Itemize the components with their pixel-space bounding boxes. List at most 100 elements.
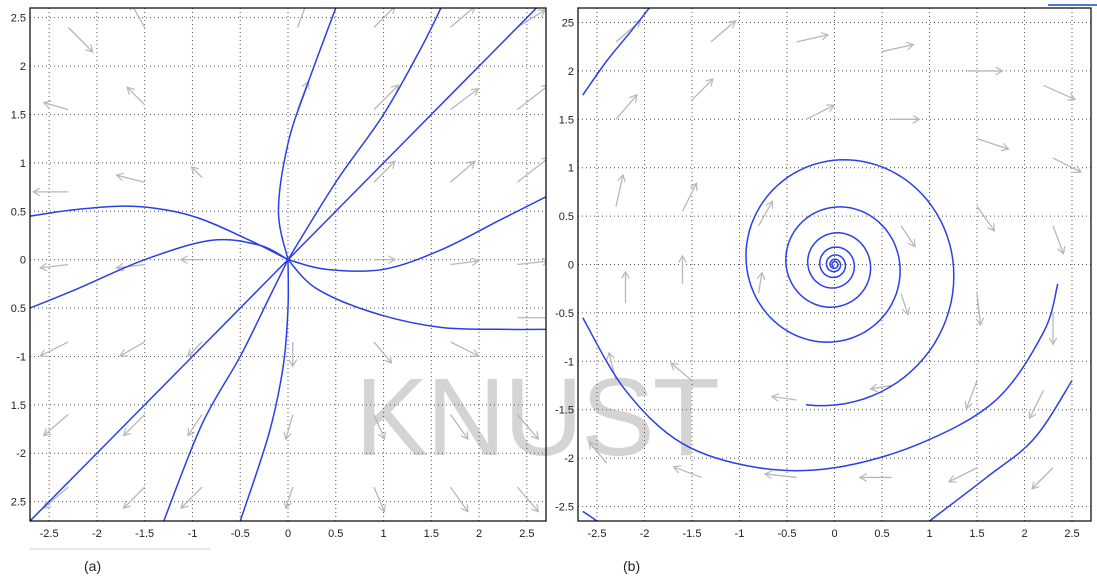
x-tick-label: -1 — [735, 528, 745, 540]
x-tick-label: -1.5 — [683, 528, 702, 540]
vector-arrow — [450, 161, 475, 183]
vector-arrow — [286, 486, 294, 508]
vector-arrow — [117, 265, 145, 269]
vector-arrow — [286, 414, 294, 440]
x-tick-label: 2 — [476, 528, 482, 540]
trajectory-line — [287, 259, 546, 331]
vector-arrow — [615, 95, 637, 120]
vector-arrow — [127, 87, 146, 106]
trajectory-line — [163, 259, 289, 521]
y-tick-label: 0.5 — [11, 303, 26, 315]
vector-arrow — [796, 35, 829, 43]
vector-arrow — [40, 265, 69, 269]
vector-arrow — [1032, 467, 1054, 489]
vector-arrow — [450, 8, 475, 28]
vector-arrow — [759, 273, 763, 294]
vector-arrow — [124, 486, 146, 508]
x-tick-label: 0.5 — [874, 528, 889, 540]
vector-arrow — [881, 45, 914, 53]
trajectory-line — [30, 238, 289, 309]
panel-a-plot: -2.5 -2 -1.5 -1 -0.5 0 0.5 1 1.5 2 2.5 2.5 2 1.5 1 0.5 0… — [11, 7, 547, 540]
vector-arrow — [967, 380, 978, 409]
x-tick-label: -1 — [188, 528, 198, 540]
vector-arrow — [450, 261, 478, 265]
trajectory-line — [582, 510, 598, 521]
y-tick-label: 0.5 — [559, 211, 574, 223]
plot-frame — [577, 7, 1092, 522]
y-tick-label: -2.5 — [555, 501, 574, 513]
watermark-text: KNUST — [355, 356, 718, 479]
y-tick-label: 0 — [568, 260, 574, 272]
vector-arrow — [1052, 157, 1081, 172]
trajectory-line — [30, 205, 289, 261]
y-tick-label: 1 — [568, 163, 574, 175]
vector-arrow — [516, 486, 538, 512]
vector-arrow — [373, 8, 395, 28]
y-tick-label: -2 — [564, 453, 574, 465]
x-tick-label: 2.5 — [1064, 528, 1079, 540]
vector-arrow — [949, 467, 978, 482]
y-tick-label: 25 — [562, 18, 574, 30]
spiral-trajectory — [745, 159, 955, 407]
y-tick-label: 1.5 — [559, 114, 574, 126]
vector-arrow — [117, 175, 145, 183]
x-tick-label: 1.5 — [424, 528, 439, 540]
panel-a-label: (a) — [84, 558, 102, 574]
y-tick-label: -0.5 — [555, 308, 574, 320]
vector-arrow — [589, 442, 607, 464]
vector-arrow — [805, 105, 834, 120]
trajectory-line — [287, 8, 442, 261]
trajectory-line — [277, 8, 337, 260]
x-tick-label: 1.5 — [969, 528, 984, 540]
vector-arrow — [900, 225, 915, 247]
vector-arrow — [871, 385, 892, 389]
x-tick-label: 2 — [1021, 528, 1027, 540]
y-tick-label: 0 — [20, 255, 26, 267]
vector-arrow — [373, 414, 385, 440]
x-tick-label: -0.5 — [231, 528, 250, 540]
vector-arrow — [373, 85, 399, 111]
x-tick-label: 1 — [380, 528, 386, 540]
y-tick-label: 2.5 — [11, 497, 26, 509]
vector-arrow — [44, 486, 69, 508]
x-tick-label: 0 — [831, 528, 837, 540]
vector-arrow — [976, 138, 1009, 150]
vector-arrow — [181, 486, 203, 508]
y-tick-label: 2 — [20, 61, 26, 73]
vector-arrow — [516, 10, 545, 28]
trajectory-line — [287, 8, 537, 261]
x-tick-label: 1 — [926, 528, 932, 540]
vector-arrow — [296, 8, 306, 28]
trajectory-line — [287, 196, 546, 272]
x-tick-label: 2.5 — [519, 528, 534, 540]
x-tick-label: 0 — [285, 528, 291, 540]
vector-arrow — [131, 8, 146, 28]
x-tick-label: -2.5 — [40, 528, 59, 540]
vector-arrow — [44, 414, 69, 436]
vector-arrow — [449, 414, 468, 440]
trajectory-line — [239, 259, 290, 521]
vector-arrow — [757, 201, 773, 227]
x-tick-label: -2.5 — [588, 528, 607, 540]
plot-frame — [29, 7, 547, 522]
vector-arrow — [517, 261, 546, 265]
vector-arrow — [976, 206, 995, 231]
x-tick-label: -2 — [640, 528, 650, 540]
vector-arrow — [373, 341, 392, 363]
vector-arrow — [120, 341, 145, 356]
vector-arrow — [1043, 84, 1076, 99]
y-tick-label: 1 — [20, 158, 26, 170]
y-tick-label: -1 — [564, 356, 574, 368]
vector-arrow — [192, 167, 203, 178]
trajectory-line — [582, 8, 650, 96]
vector-arrow — [681, 183, 697, 212]
vector-arrow — [516, 414, 538, 440]
panel-b-plot: -2.5 -2 -1.5 -1 -0.5 0 0.5 1 1.5 2 2.5 25 2 1.5 1 0.5 0 -… — [555, 7, 1092, 540]
vector-arrow — [124, 414, 146, 436]
vector-arrow — [710, 21, 736, 43]
y-tick-label: 2.5 — [11, 13, 26, 25]
y-tick-label: 0.5 — [11, 206, 26, 218]
vector-arrow — [44, 103, 69, 111]
x-tick-label: -1.5 — [135, 528, 154, 540]
